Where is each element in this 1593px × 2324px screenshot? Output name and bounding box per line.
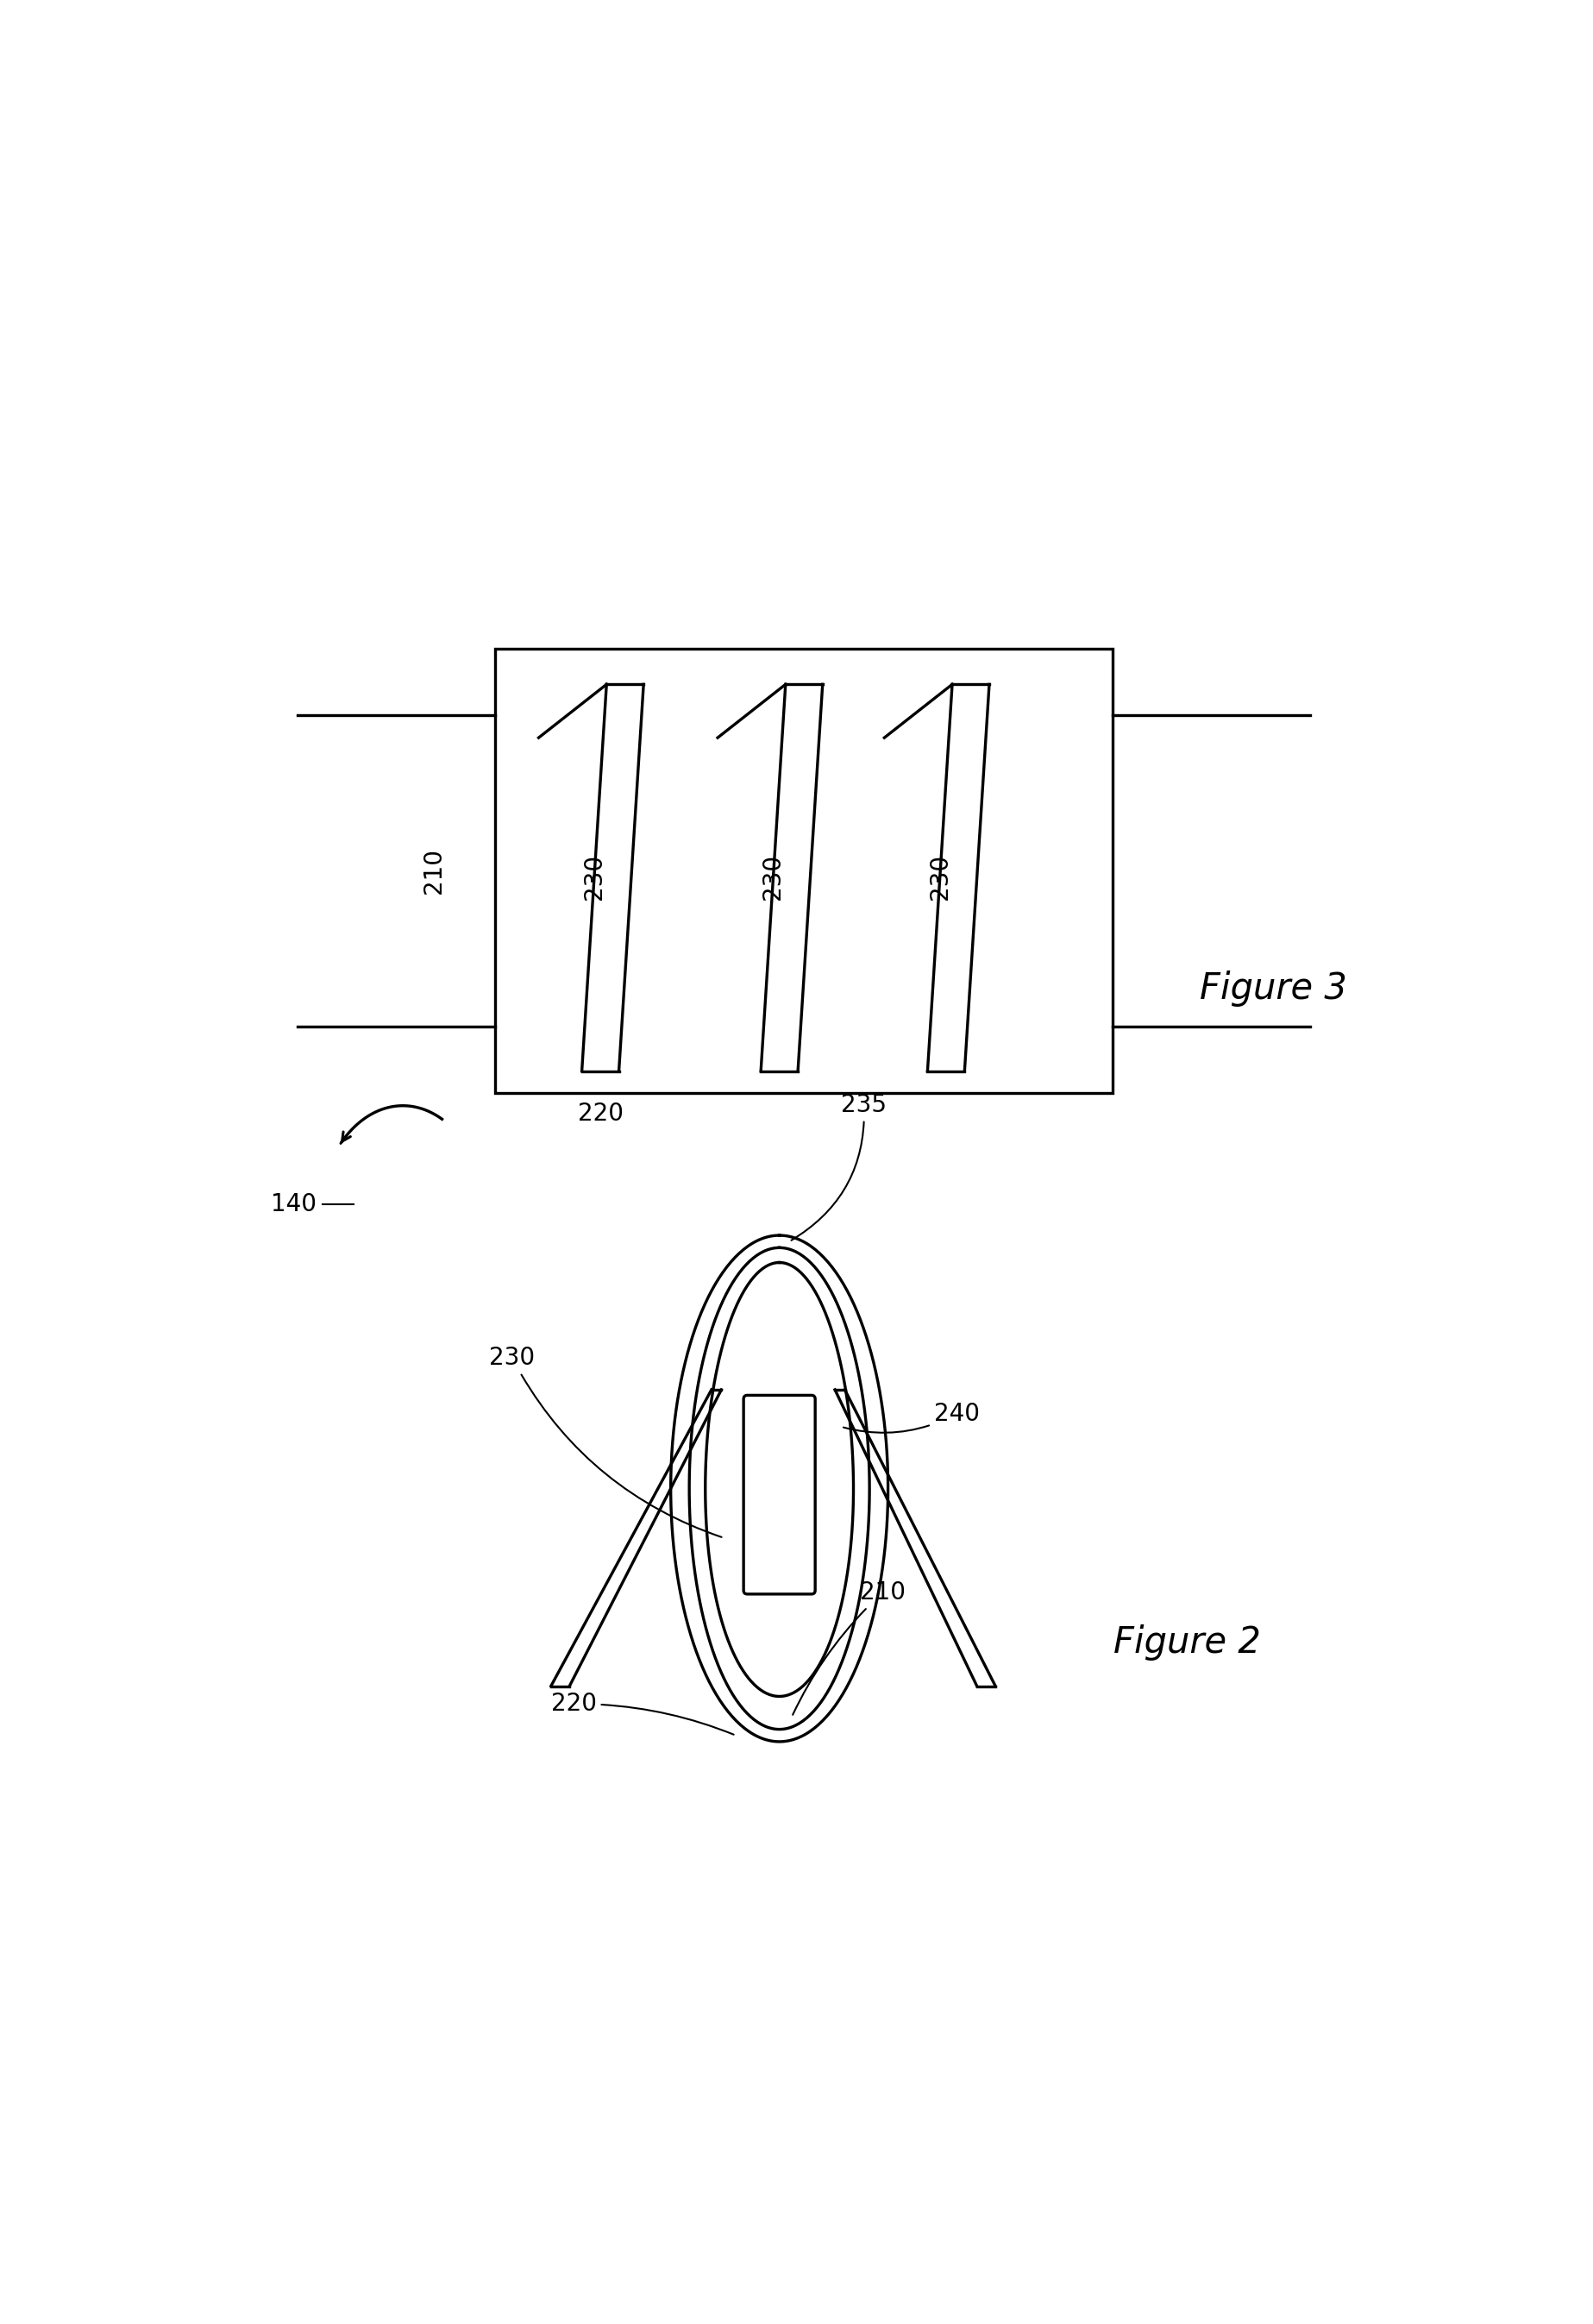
Text: 210: 210 xyxy=(793,1580,905,1715)
FancyBboxPatch shape xyxy=(744,1394,816,1594)
Text: 230: 230 xyxy=(489,1346,722,1536)
Text: Figure 2: Figure 2 xyxy=(1114,1624,1260,1662)
Text: 240: 240 xyxy=(843,1401,980,1432)
Text: 210: 210 xyxy=(422,848,446,895)
Text: 220: 220 xyxy=(578,1102,623,1127)
Text: 230: 230 xyxy=(927,855,953,899)
Text: 230: 230 xyxy=(761,855,785,899)
Text: Figure 3: Figure 3 xyxy=(1200,971,1348,1006)
Text: 220: 220 xyxy=(551,1692,734,1734)
Bar xyxy=(495,648,1112,1092)
Text: 235: 235 xyxy=(792,1092,887,1241)
Text: 140: 140 xyxy=(271,1192,317,1215)
Text: 230: 230 xyxy=(581,855,607,899)
